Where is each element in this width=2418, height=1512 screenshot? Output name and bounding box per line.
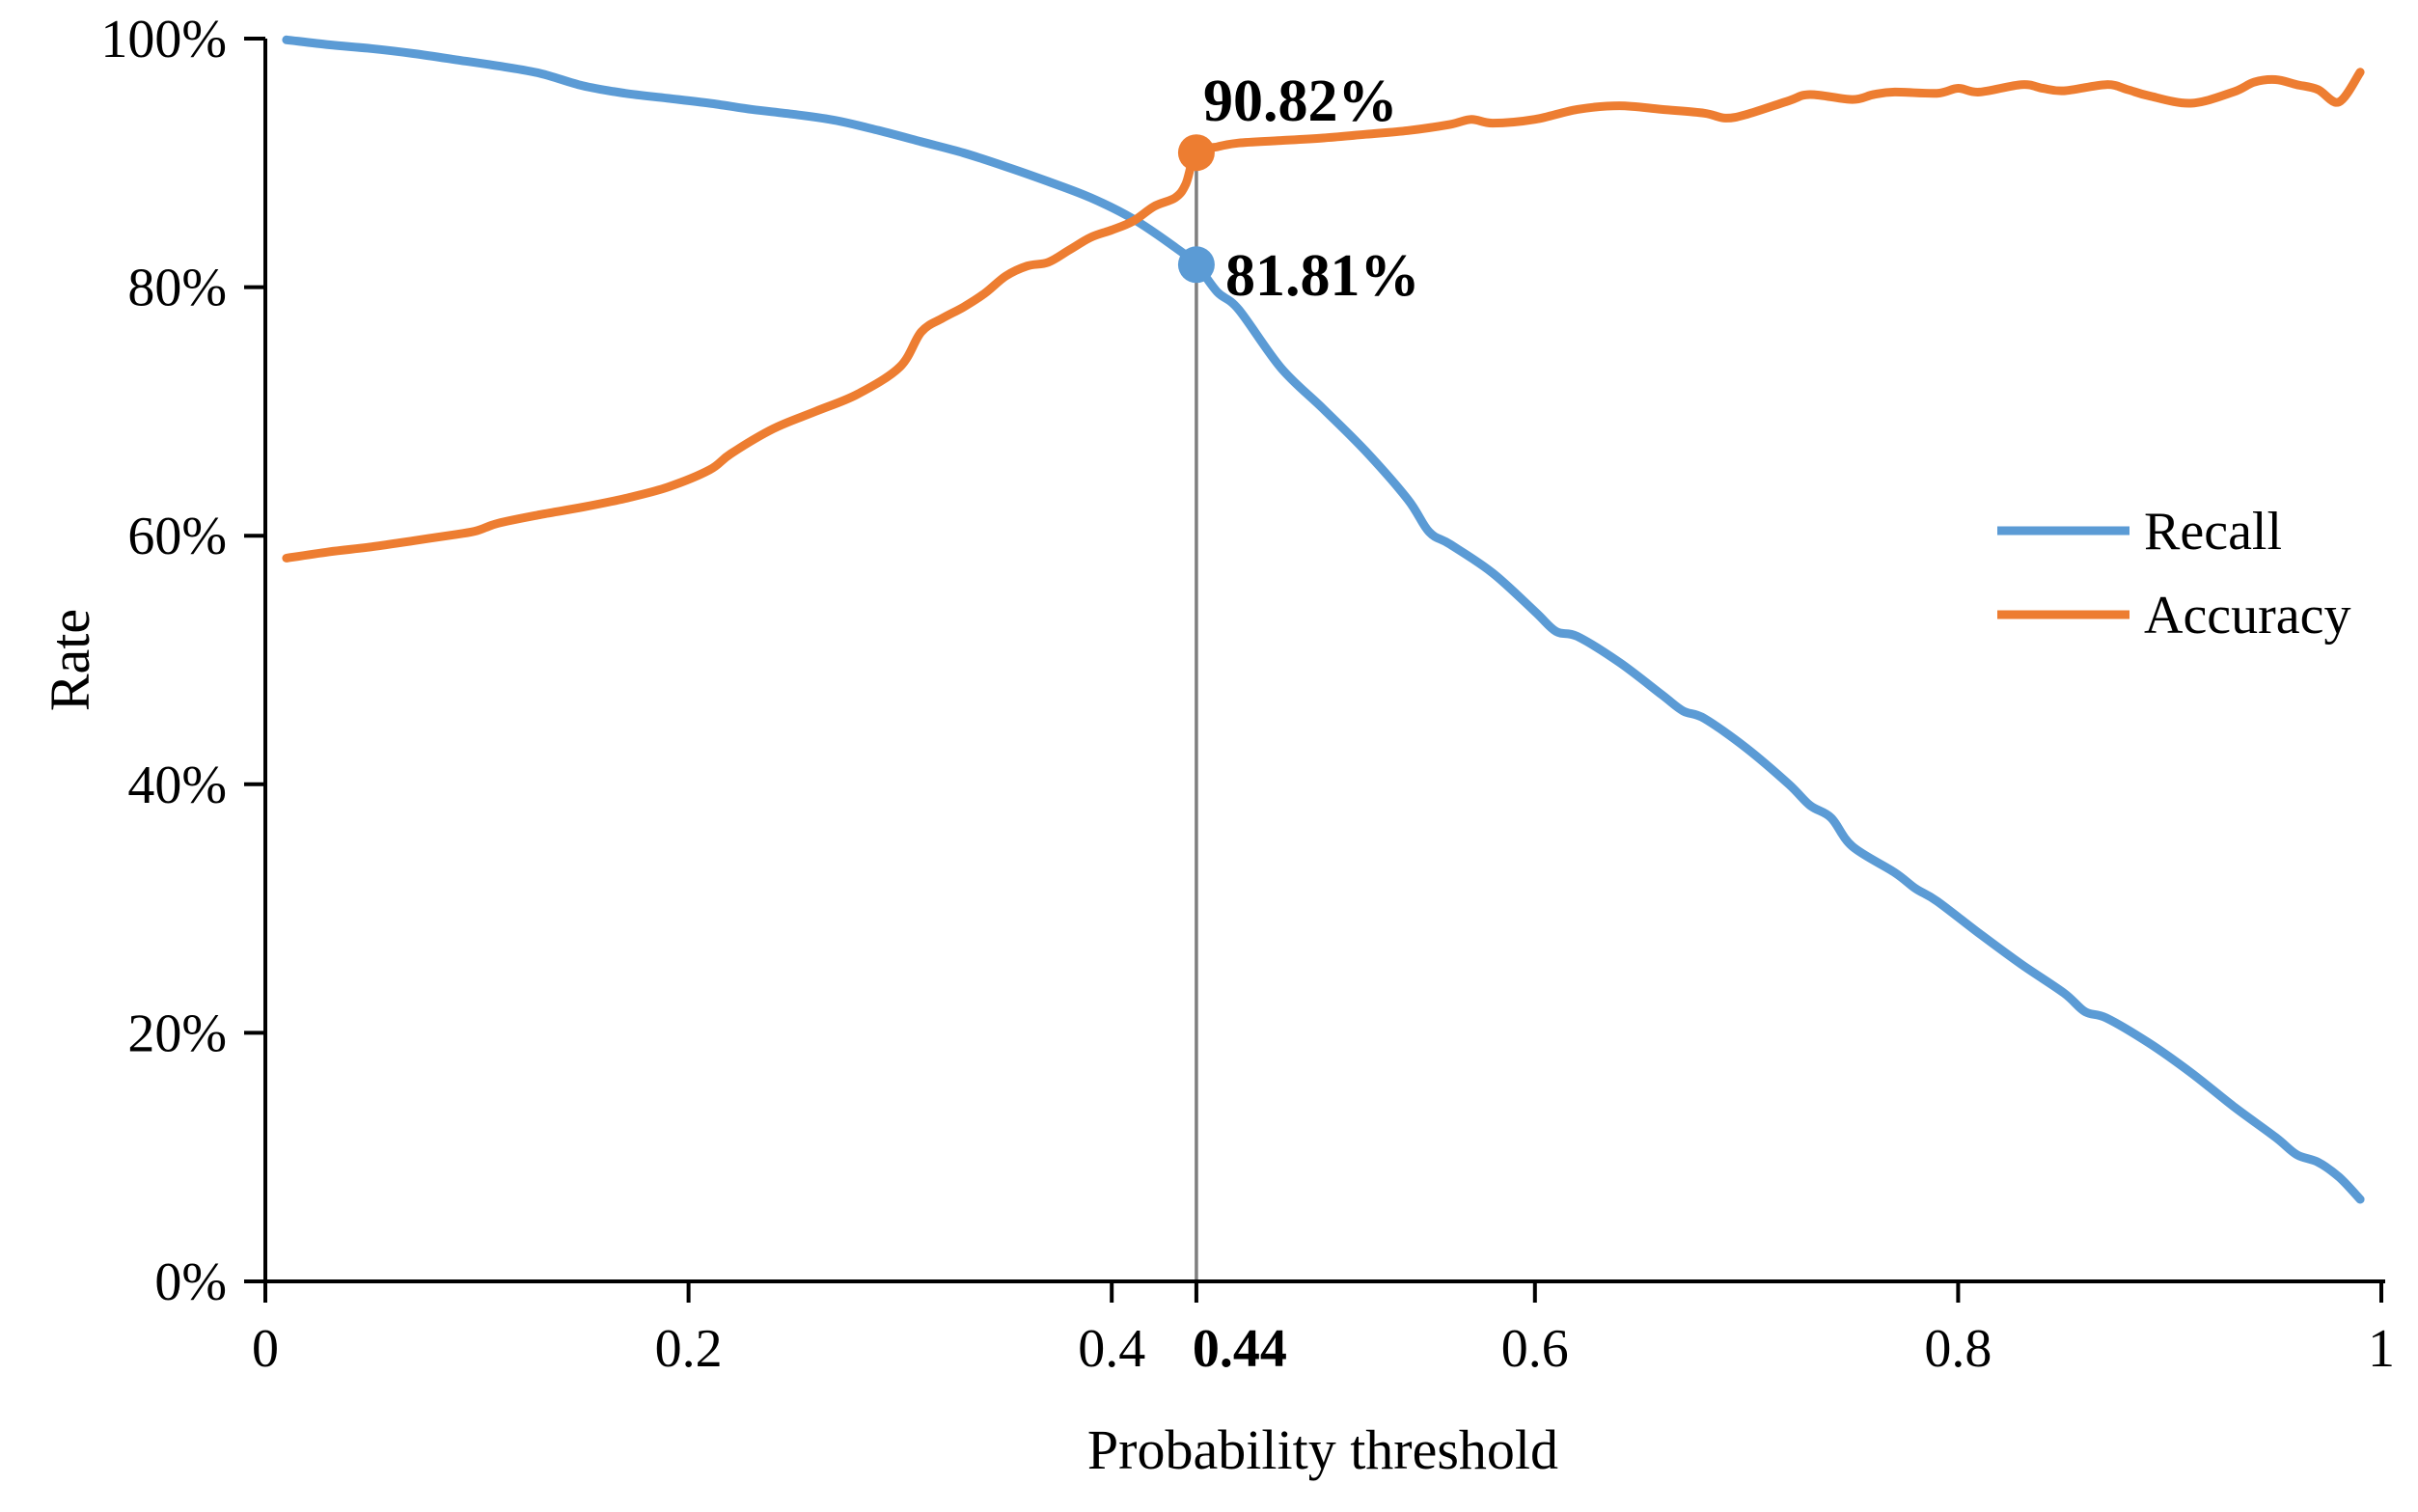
legend-recall-label: Recall bbox=[2144, 502, 2282, 562]
x-axis-title: Probability threshold bbox=[1087, 1418, 1558, 1481]
y-tick-label: 60% bbox=[127, 507, 227, 566]
y-tick-label: 40% bbox=[127, 756, 227, 815]
ticks-group: 0% 20% 40% 60% 80% 100% 0 0.2 0.4 0.44 0.6 0.8 1 bbox=[100, 10, 2395, 1379]
x-tick-label: 0.44 bbox=[1193, 1319, 1287, 1379]
x-tick-label: 0.8 bbox=[1924, 1319, 1992, 1379]
x-tick-label: 1 bbox=[2368, 1319, 2395, 1379]
y-axis-title: Rate bbox=[39, 609, 101, 711]
series-line-accuracy bbox=[282, 68, 2365, 563]
series-line-recall bbox=[282, 35, 2365, 1204]
y-tick-label: 0% bbox=[154, 1252, 227, 1312]
series-group bbox=[282, 35, 2365, 1204]
annotation-marker-recall bbox=[1177, 246, 1215, 284]
x-tick-label: 0.6 bbox=[1501, 1319, 1569, 1379]
annotation-marker-accuracy bbox=[1177, 134, 1215, 172]
y-tick-label: 80% bbox=[127, 259, 227, 318]
annotation-recall-value: 81.81% bbox=[1225, 243, 1420, 309]
x-tick-label: 0 bbox=[252, 1319, 279, 1379]
y-tick-label: 100% bbox=[100, 10, 227, 69]
legend-accuracy-label: Accuracy bbox=[2144, 586, 2351, 646]
annotation-markers-group bbox=[1177, 134, 1215, 284]
x-tick-label: 0.2 bbox=[655, 1319, 723, 1379]
axes-group bbox=[263, 39, 2385, 1283]
annotation-accuracy-value: 90.82% bbox=[1203, 69, 1398, 134]
y-tick-label: 20% bbox=[127, 1003, 227, 1063]
x-tick-label: 0.4 bbox=[1078, 1319, 1145, 1379]
legend: Recall Accuracy bbox=[1997, 502, 2351, 646]
